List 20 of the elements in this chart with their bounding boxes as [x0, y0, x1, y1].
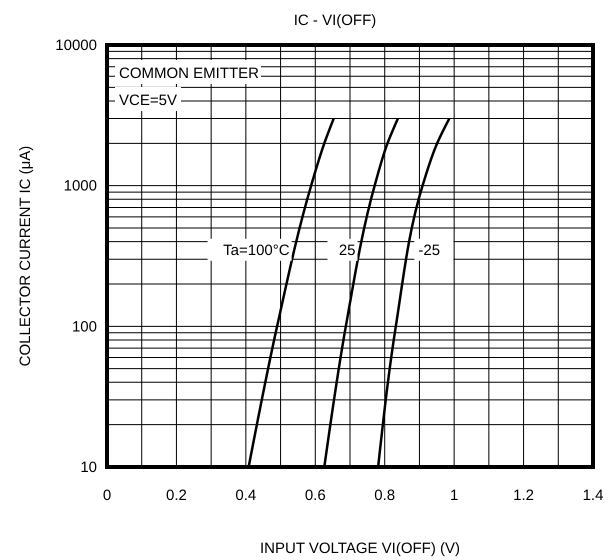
x-axis-title: INPUT VOLTAGE VI(OFF) (V) [260, 540, 460, 557]
annotation: VCE=5V [119, 92, 177, 109]
x-tick-label: 0.8 [374, 487, 396, 504]
annotation: COMMON EMITTER [119, 65, 260, 82]
chart-title: IC - VI(OFF) [294, 12, 376, 29]
x-tick-label: 1.2 [513, 487, 534, 504]
series-label: Ta=100°C [223, 242, 290, 259]
series-label: -25 [418, 242, 440, 259]
y-tick-label: 10000 [55, 37, 97, 54]
y-tick-label: 100 [72, 318, 97, 336]
y-axis-title: COLLECTOR CURRENT IC (μA) [17, 146, 34, 366]
x-tick-label: 0.2 [166, 487, 187, 504]
y-tick-label: 1000 [64, 178, 97, 195]
x-tick-label: 0.4 [235, 487, 256, 504]
y-tick-label: 10 [80, 459, 97, 476]
x-tick-label: 0.6 [304, 487, 326, 504]
x-tick-label: 0 [102, 487, 112, 504]
x-tick-label: 1 [450, 487, 458, 504]
x-tick-label: 1.4 [582, 487, 604, 504]
series-label: 25 [338, 242, 356, 259]
